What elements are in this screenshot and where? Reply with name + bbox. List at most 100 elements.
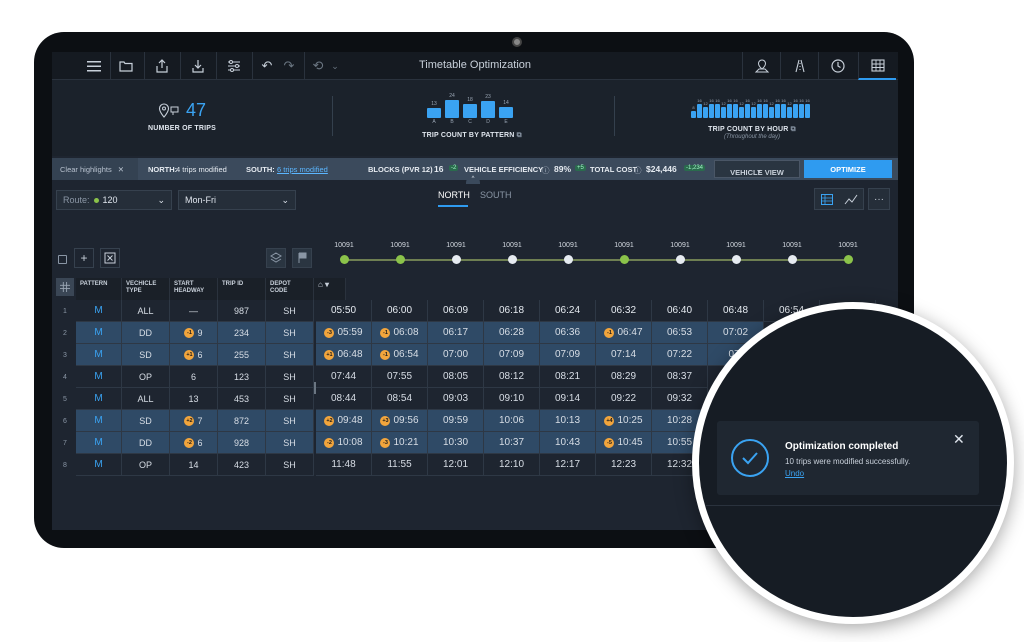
time-cell[interactable]: 05:50 <box>316 300 372 322</box>
table-cell[interactable]: SH <box>266 300 314 322</box>
time-cell[interactable]: 09:22 <box>596 388 652 410</box>
table-cell[interactable]: SH <box>266 388 314 410</box>
time-cell[interactable]: 08:12 <box>484 366 540 388</box>
time-cell[interactable]: +3 09:56 <box>372 410 428 432</box>
stop-marker[interactable] <box>340 255 349 264</box>
time-cell[interactable]: 08:54 <box>372 388 428 410</box>
folder-open-icon[interactable] <box>110 52 142 80</box>
time-cell[interactable]: 07:55 <box>372 366 428 388</box>
stop-marker[interactable] <box>676 255 685 264</box>
undo-icon[interactable]: ↶ <box>261 58 273 73</box>
south-modified-link[interactable]: 6 trips modified <box>277 165 328 174</box>
time-cell[interactable]: 12:23 <box>596 454 652 476</box>
route-icon[interactable] <box>780 52 818 80</box>
time-cell[interactable]: 08:37 <box>652 366 708 388</box>
time-cell[interactable]: 09:59 <box>428 410 484 432</box>
table-cell[interactable]: 255 <box>218 344 266 366</box>
days-select[interactable]: Mon-Fri ⌄ <box>178 190 296 210</box>
table-cell[interactable]: OP <box>122 454 170 476</box>
stop-marker[interactable] <box>732 255 741 264</box>
time-cell[interactable]: -1 06:08 <box>372 322 428 344</box>
time-cell[interactable]: 12:17 <box>540 454 596 476</box>
time-cell[interactable]: 12:01 <box>428 454 484 476</box>
table-cell[interactable]: 14 <box>170 454 218 476</box>
time-cell[interactable]: 08:44 <box>316 388 372 410</box>
table-cell[interactable]: M <box>76 322 122 344</box>
table-cell[interactable]: OP <box>122 366 170 388</box>
time-cell[interactable]: 10:30 <box>428 432 484 454</box>
col-vehicle-type[interactable]: VECHICLE TYPE <box>122 278 170 300</box>
time-cell[interactable]: 07:22 <box>652 344 708 366</box>
time-cell[interactable]: 08:29 <box>596 366 652 388</box>
stop-marker[interactable] <box>508 255 517 264</box>
time-cell[interactable]: -5 10:45 <box>596 432 652 454</box>
table-cell[interactable]: 423 <box>218 454 266 476</box>
time-cell[interactable]: +4 10:25 <box>596 410 652 432</box>
tab-north[interactable]: NORTH <box>438 190 470 207</box>
history-icon[interactable]: ⟲ <box>312 58 324 73</box>
time-cell[interactable]: 07:44 <box>316 366 372 388</box>
time-cell[interactable]: 07:00 <box>428 344 484 366</box>
optimize-button[interactable]: OPTIMIZE <box>804 160 892 178</box>
grid-selector-icon[interactable] <box>56 278 74 296</box>
download-icon[interactable] <box>182 52 214 80</box>
table-cell[interactable]: M <box>76 388 122 410</box>
time-cell[interactable]: 09:03 <box>428 388 484 410</box>
table-cell[interactable]: M <box>76 432 122 454</box>
view-toggle[interactable] <box>814 188 864 210</box>
time-cell[interactable]: 11:55 <box>372 454 428 476</box>
table-cell[interactable]: SH <box>266 366 314 388</box>
table-cell[interactable]: 13 <box>170 388 218 410</box>
time-cell[interactable]: -3 10:21 <box>372 432 428 454</box>
time-cell[interactable]: 06:24 <box>540 300 596 322</box>
select-all-checkbox[interactable] <box>58 255 67 264</box>
time-cell[interactable]: 06:36 <box>540 322 596 344</box>
table-cell[interactable]: 123 <box>218 366 266 388</box>
stop-marker[interactable] <box>452 255 461 264</box>
table-cell[interactable]: ALL <box>122 300 170 322</box>
time-cell[interactable]: 09:32 <box>652 388 708 410</box>
time-cell[interactable]: 08:21 <box>540 366 596 388</box>
table-cell[interactable]: SH <box>266 344 314 366</box>
sliders-icon[interactable] <box>218 52 250 80</box>
table-cell[interactable]: DD <box>122 432 170 454</box>
stop-marker[interactable] <box>844 255 853 264</box>
table-cell[interactable]: SD <box>122 344 170 366</box>
table-cell[interactable]: M <box>76 300 122 322</box>
stop-marker[interactable] <box>396 255 405 264</box>
table-cell[interactable]: -2 6 <box>170 432 218 454</box>
menu-icon[interactable] <box>78 52 110 80</box>
time-cell[interactable]: -1 06:54 <box>372 344 428 366</box>
table-cell[interactable]: 453 <box>218 388 266 410</box>
excel-export-icon[interactable] <box>100 248 120 268</box>
route-select[interactable]: Route: 120 ⌄ <box>56 190 172 210</box>
more-icon[interactable]: ··· <box>868 188 890 210</box>
time-cell[interactable]: 06:32 <box>596 300 652 322</box>
table-cell[interactable]: 872 <box>218 410 266 432</box>
time-cell[interactable]: 08:05 <box>428 366 484 388</box>
tab-south[interactable]: SOUTH <box>480 190 512 200</box>
redo-icon[interactable]: ↷ <box>283 58 295 73</box>
time-cell[interactable]: 10:13 <box>540 410 596 432</box>
col-start-headway[interactable]: START HEADWAY <box>170 278 218 300</box>
time-cell[interactable]: 12:10 <box>484 454 540 476</box>
table-cell[interactable]: SD <box>122 410 170 432</box>
table-cell[interactable]: SH <box>266 410 314 432</box>
time-cell[interactable]: 07:09 <box>484 344 540 366</box>
col-trip-id[interactable]: TRIP ID <box>218 278 266 300</box>
add-icon[interactable]: + <box>74 248 94 268</box>
table-cell[interactable]: +2 7 <box>170 410 218 432</box>
table-cell[interactable]: 234 <box>218 322 266 344</box>
time-cell[interactable]: 06:09 <box>428 300 484 322</box>
table-cell[interactable]: 6 <box>170 366 218 388</box>
toast-close-icon[interactable]: ✕ <box>953 431 965 447</box>
time-cell[interactable]: 06:18 <box>484 300 540 322</box>
tag-filter-icon[interactable]: ⌂ ▾ <box>314 278 346 300</box>
time-cell[interactable]: 07:09 <box>540 344 596 366</box>
undo-link[interactable]: Undo <box>785 469 805 478</box>
table-cell[interactable]: +1 6 <box>170 344 218 366</box>
time-cell[interactable]: 09:10 <box>484 388 540 410</box>
table-cell[interactable]: DD <box>122 322 170 344</box>
table-cell[interactable]: ALL <box>122 388 170 410</box>
table-cell[interactable]: M <box>76 344 122 366</box>
